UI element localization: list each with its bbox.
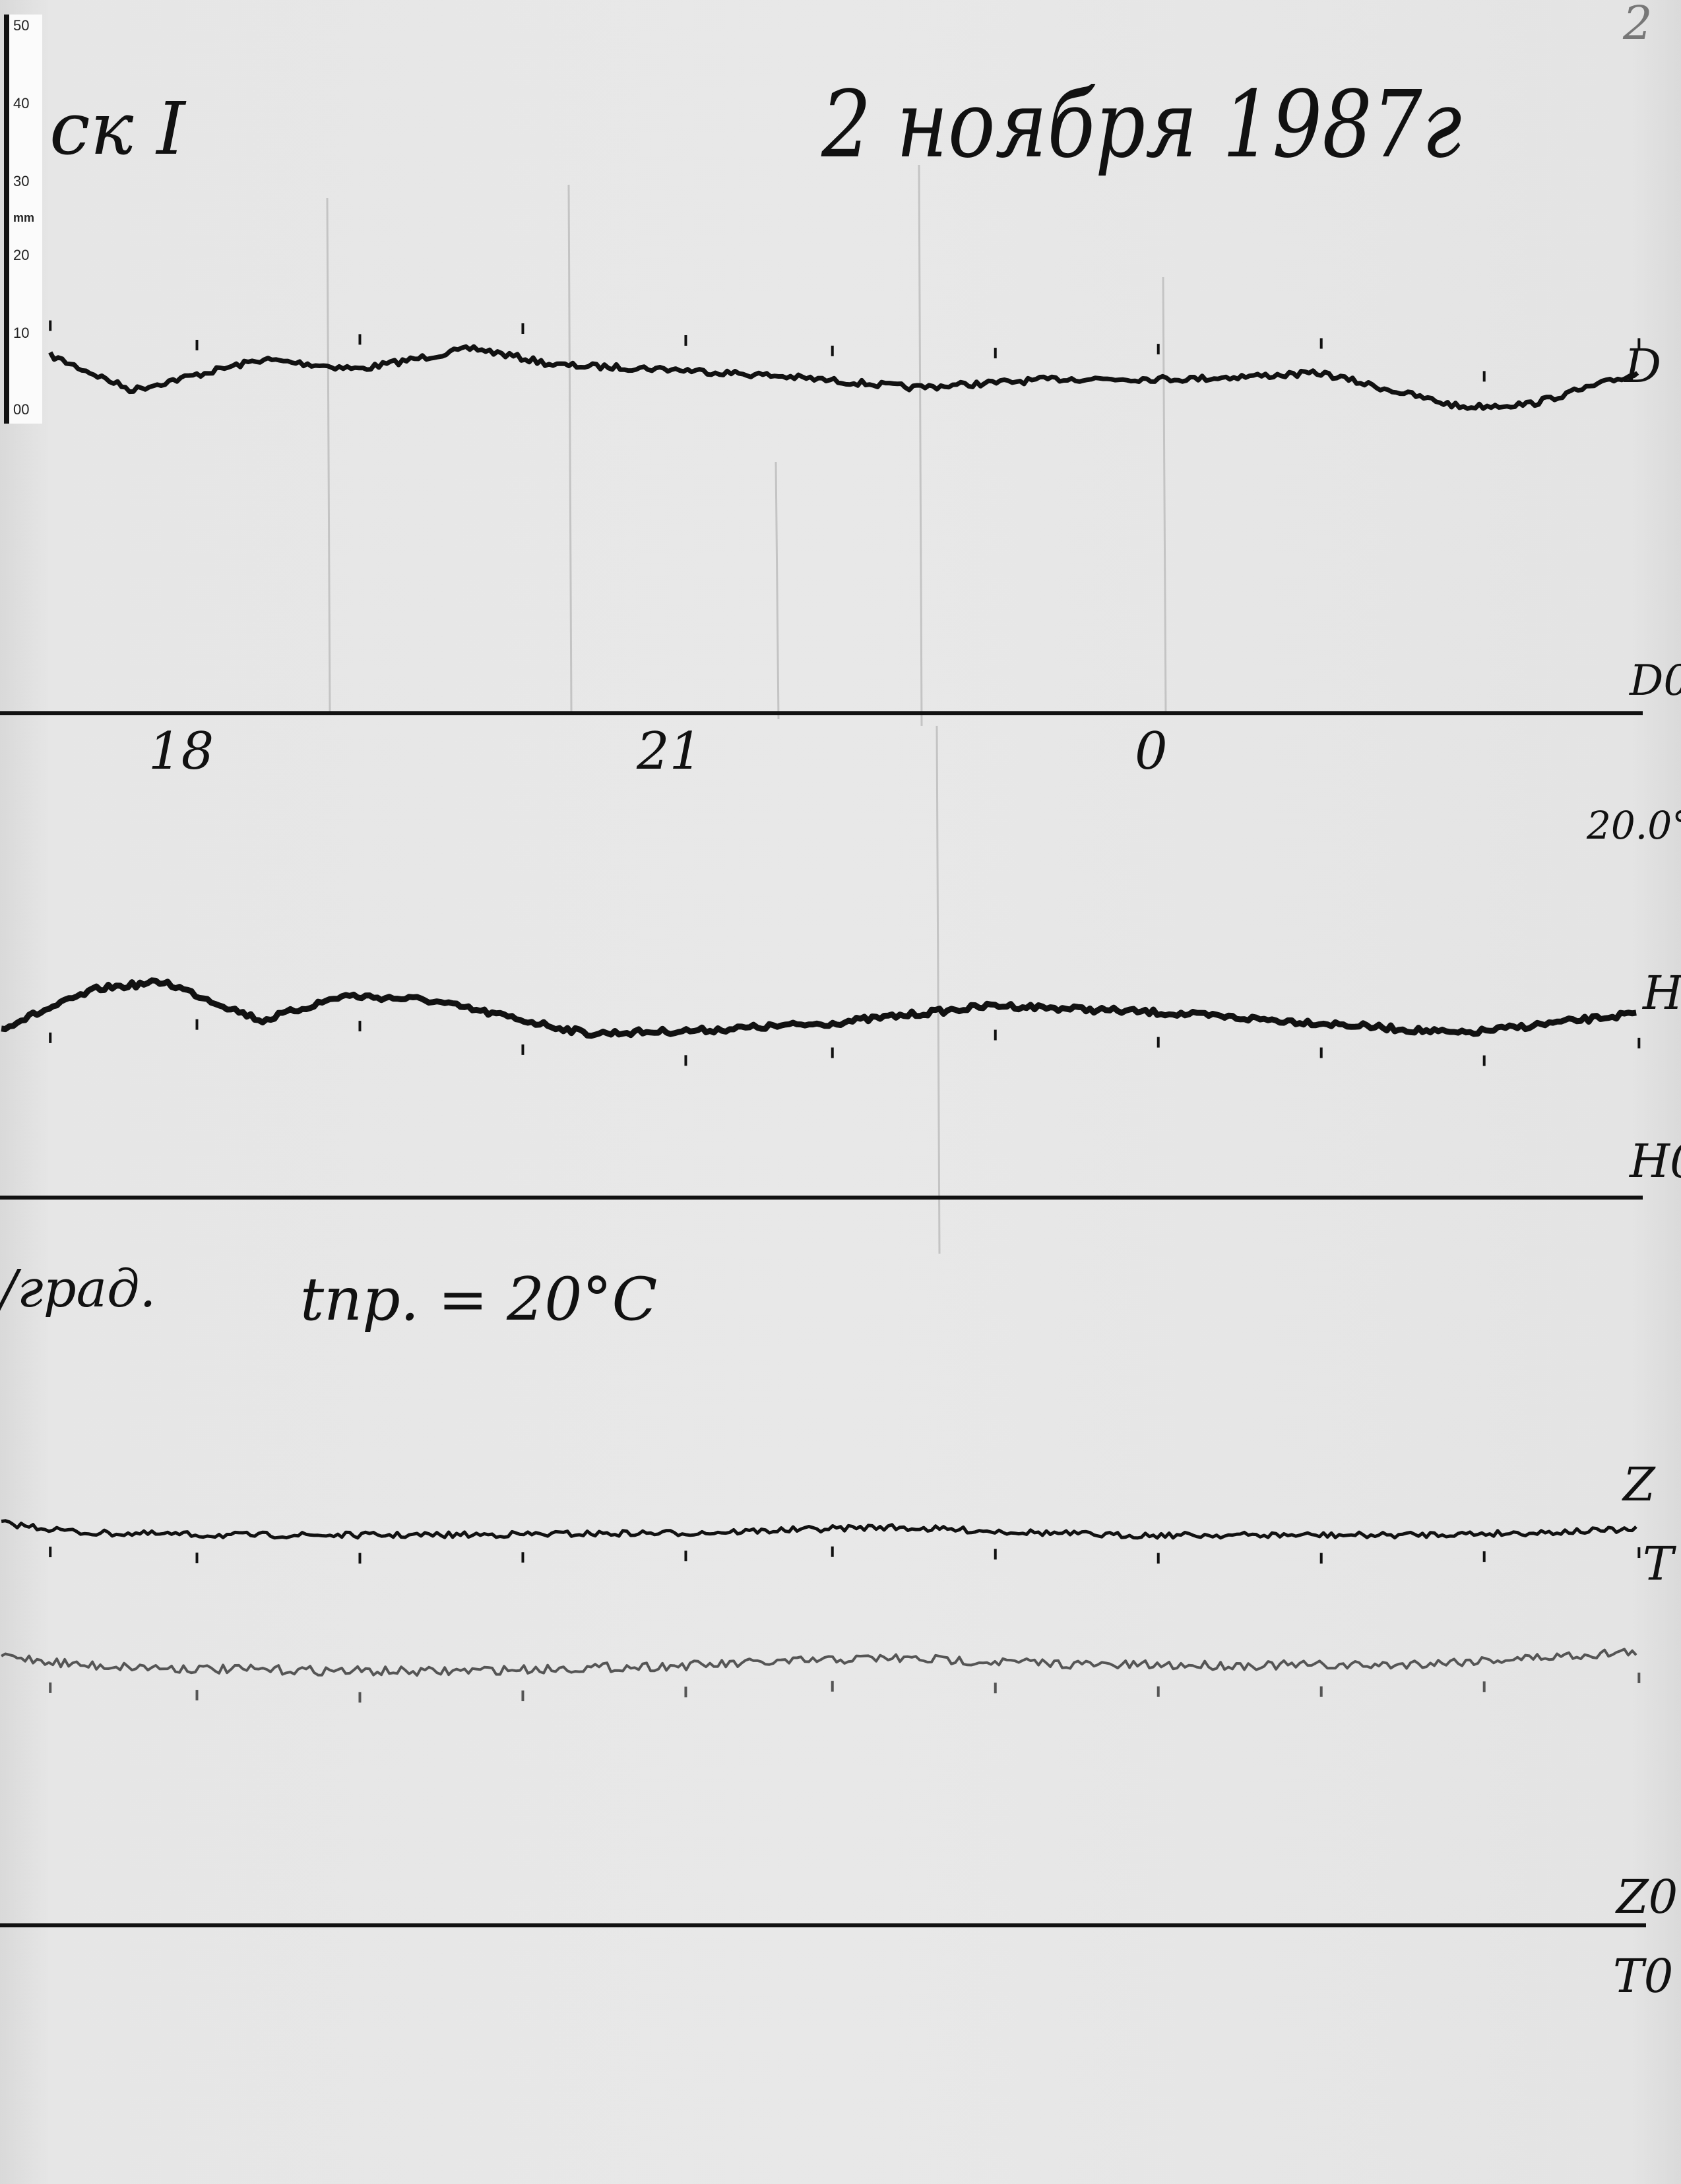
label-t0: T0 xyxy=(1613,1949,1674,2003)
mm-ruler: 50 40 30 mm 20 10 00 xyxy=(4,15,42,424)
label-h0: H0 xyxy=(1630,1134,1681,1188)
faint-line xyxy=(1162,276,1167,713)
hour-label-0: 0 xyxy=(1135,722,1168,781)
ruler-label-00: 00 xyxy=(13,401,30,418)
ruler-label-30: 30 xyxy=(13,173,30,189)
ruler-label-40: 40 xyxy=(13,95,30,112)
station-label: ск I xyxy=(49,86,185,171)
label-z0: Z0 xyxy=(1616,1870,1678,1924)
trace-z xyxy=(1,1519,1637,1540)
hour-label-18: 18 xyxy=(148,722,214,781)
temperature-note: tпр. = 20°C xyxy=(300,1265,658,1334)
ruler-label-10: 10 xyxy=(13,325,30,341)
hour-label-21: 21 xyxy=(637,722,703,781)
faint-line xyxy=(326,197,331,713)
trace-h xyxy=(1,977,1637,1039)
label-z: Z xyxy=(1623,1458,1655,1512)
page-number: 2 xyxy=(1623,0,1653,50)
faint-line xyxy=(936,725,941,1254)
label-d: D xyxy=(1624,339,1662,393)
trace-t xyxy=(1,1648,1637,1677)
hour-marks xyxy=(49,320,1641,1703)
label-d0: D0 xyxy=(1630,657,1681,705)
ruler-unit: mm xyxy=(13,211,35,224)
faint-line xyxy=(567,184,573,713)
traces xyxy=(1,344,1639,1677)
faint-vertical-lines xyxy=(326,164,1167,1254)
faint-line xyxy=(918,164,923,726)
date-title: 2 ноября 1987г xyxy=(821,71,1462,179)
sensitivity-note: /град. xyxy=(0,1260,156,1319)
trace-d xyxy=(48,344,1639,411)
ruler-label-50: 50 xyxy=(13,17,30,34)
label-t: T xyxy=(1643,1537,1674,1591)
scale-note: 20.0°c xyxy=(1587,803,1681,848)
label-h: H xyxy=(1643,966,1681,1020)
ruler-label-20: 20 xyxy=(13,247,30,263)
faint-line xyxy=(775,461,780,720)
